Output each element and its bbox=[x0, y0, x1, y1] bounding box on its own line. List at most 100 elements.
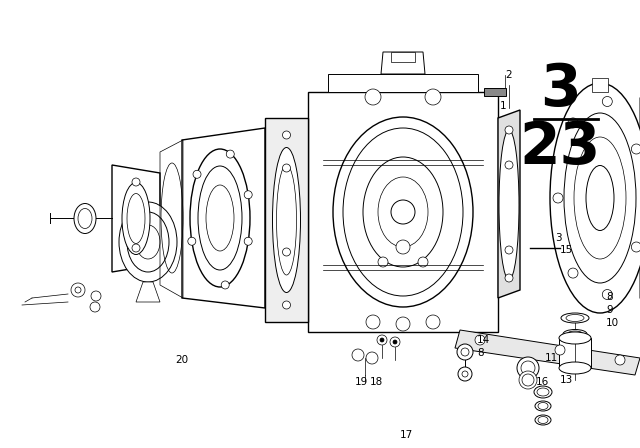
Ellipse shape bbox=[198, 166, 242, 270]
Text: 3: 3 bbox=[540, 61, 580, 118]
Circle shape bbox=[132, 244, 140, 252]
Circle shape bbox=[352, 349, 364, 361]
Circle shape bbox=[75, 287, 81, 293]
Polygon shape bbox=[182, 128, 265, 308]
Text: 20: 20 bbox=[175, 355, 188, 365]
Text: 1: 1 bbox=[500, 101, 507, 111]
Circle shape bbox=[390, 337, 400, 347]
Circle shape bbox=[505, 161, 513, 169]
Circle shape bbox=[425, 89, 441, 105]
Ellipse shape bbox=[517, 357, 539, 379]
Circle shape bbox=[90, 302, 100, 312]
Circle shape bbox=[91, 291, 101, 301]
Text: 16: 16 bbox=[536, 377, 549, 387]
Circle shape bbox=[193, 170, 201, 178]
Text: 23: 23 bbox=[520, 119, 600, 177]
Circle shape bbox=[365, 89, 381, 105]
Ellipse shape bbox=[559, 332, 591, 344]
Ellipse shape bbox=[566, 314, 584, 322]
Circle shape bbox=[380, 338, 384, 342]
Ellipse shape bbox=[535, 401, 551, 411]
Ellipse shape bbox=[127, 212, 169, 272]
Circle shape bbox=[188, 237, 196, 245]
Circle shape bbox=[458, 367, 472, 381]
Circle shape bbox=[457, 344, 473, 360]
Circle shape bbox=[418, 257, 428, 267]
Ellipse shape bbox=[561, 313, 589, 323]
Circle shape bbox=[396, 240, 410, 254]
Ellipse shape bbox=[136, 225, 160, 259]
Text: 17: 17 bbox=[400, 430, 413, 440]
Circle shape bbox=[227, 150, 234, 158]
Circle shape bbox=[391, 200, 415, 224]
Circle shape bbox=[132, 178, 140, 186]
Polygon shape bbox=[328, 74, 478, 92]
Polygon shape bbox=[559, 338, 591, 368]
Circle shape bbox=[221, 281, 229, 289]
Circle shape bbox=[632, 144, 640, 154]
Bar bbox=[592, 78, 608, 92]
Ellipse shape bbox=[521, 361, 535, 375]
Circle shape bbox=[462, 371, 468, 377]
Polygon shape bbox=[136, 282, 160, 302]
Text: 13: 13 bbox=[560, 375, 573, 385]
Polygon shape bbox=[455, 330, 640, 375]
Ellipse shape bbox=[564, 113, 636, 283]
Polygon shape bbox=[381, 52, 425, 74]
Circle shape bbox=[377, 335, 387, 345]
Ellipse shape bbox=[122, 182, 150, 254]
Ellipse shape bbox=[273, 147, 301, 293]
Ellipse shape bbox=[567, 331, 583, 337]
Circle shape bbox=[475, 335, 485, 345]
Text: 15: 15 bbox=[560, 245, 573, 255]
Circle shape bbox=[505, 126, 513, 134]
Text: 3: 3 bbox=[555, 233, 562, 243]
Ellipse shape bbox=[363, 157, 443, 267]
Ellipse shape bbox=[343, 128, 463, 296]
Ellipse shape bbox=[378, 177, 428, 247]
Text: 8: 8 bbox=[477, 348, 484, 358]
Bar bbox=[391, 52, 415, 62]
Circle shape bbox=[555, 345, 565, 355]
Ellipse shape bbox=[276, 165, 296, 275]
Circle shape bbox=[71, 283, 85, 297]
Circle shape bbox=[244, 191, 252, 199]
Ellipse shape bbox=[206, 185, 234, 251]
Text: 18: 18 bbox=[370, 377, 383, 387]
Text: 11: 11 bbox=[545, 353, 558, 363]
Ellipse shape bbox=[559, 362, 591, 374]
Polygon shape bbox=[308, 92, 498, 332]
Ellipse shape bbox=[550, 83, 640, 313]
Ellipse shape bbox=[538, 417, 548, 423]
Circle shape bbox=[366, 352, 378, 364]
Ellipse shape bbox=[78, 208, 92, 228]
Text: 8: 8 bbox=[606, 292, 612, 302]
Ellipse shape bbox=[74, 203, 96, 233]
Ellipse shape bbox=[499, 130, 519, 280]
Text: 14: 14 bbox=[477, 335, 490, 345]
Ellipse shape bbox=[119, 202, 177, 282]
Ellipse shape bbox=[538, 402, 548, 409]
Circle shape bbox=[393, 340, 397, 344]
Circle shape bbox=[568, 118, 578, 128]
Circle shape bbox=[244, 237, 252, 245]
Polygon shape bbox=[112, 165, 160, 272]
Circle shape bbox=[505, 274, 513, 282]
Circle shape bbox=[505, 246, 513, 254]
Text: 9: 9 bbox=[606, 305, 612, 315]
Ellipse shape bbox=[563, 329, 587, 339]
Circle shape bbox=[602, 289, 612, 300]
Text: 2: 2 bbox=[505, 70, 511, 80]
Circle shape bbox=[396, 317, 410, 331]
Ellipse shape bbox=[127, 194, 145, 244]
Circle shape bbox=[426, 315, 440, 329]
Circle shape bbox=[366, 315, 380, 329]
Circle shape bbox=[602, 96, 612, 107]
Ellipse shape bbox=[535, 415, 551, 425]
Polygon shape bbox=[265, 118, 308, 322]
Circle shape bbox=[553, 193, 563, 203]
Ellipse shape bbox=[522, 374, 534, 386]
Ellipse shape bbox=[586, 165, 614, 231]
Circle shape bbox=[632, 242, 640, 252]
Circle shape bbox=[282, 248, 291, 256]
